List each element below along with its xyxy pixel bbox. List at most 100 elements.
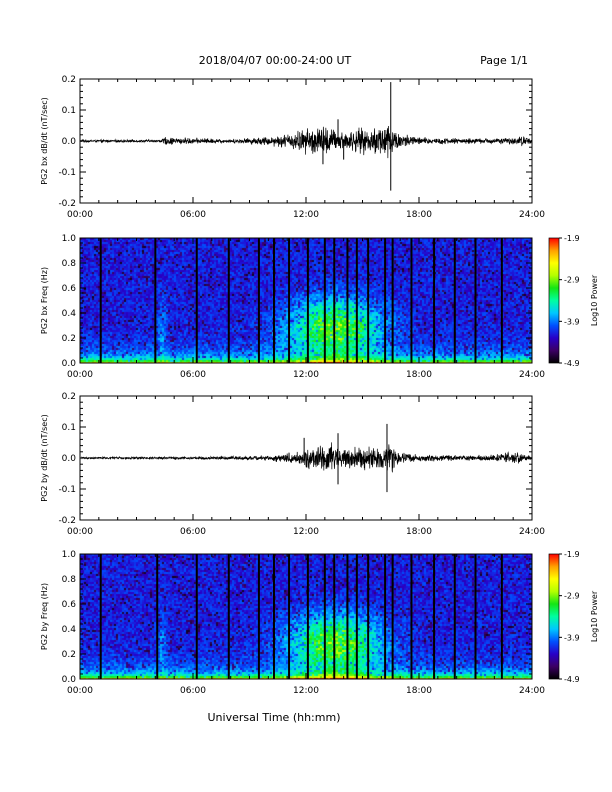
x-tick-label: 18:00 <box>406 686 432 696</box>
data-gap <box>156 554 159 679</box>
data-gap <box>288 554 291 679</box>
data-gap <box>288 238 291 363</box>
colorbar-tick-label: -4.9 <box>564 675 580 684</box>
x-tick-label: 12:00 <box>293 370 319 380</box>
x-tick-label: 06:00 <box>180 527 206 537</box>
y-tick-label: 0.0 <box>62 454 77 464</box>
data-gap <box>306 554 309 679</box>
y-axis-label: PG2 by Freq (Hz) <box>40 583 49 650</box>
y-tick-label: 0.2 <box>62 650 76 660</box>
colorbar-tick-label: -2.9 <box>564 592 580 601</box>
data-gap <box>195 554 198 679</box>
y-tick-label: 0.0 <box>62 137 77 147</box>
figure-title: 2018/04/07 00:00-24:00 UT <box>199 54 352 67</box>
data-gap <box>323 238 326 363</box>
page-indicator: Page 1/1 <box>480 54 528 67</box>
y-tick-label: 0.6 <box>62 600 77 610</box>
data-gap <box>195 238 198 363</box>
data-gap <box>99 238 102 363</box>
data-gap <box>272 554 275 679</box>
y-tick-label: 1.0 <box>62 234 77 244</box>
x-tick-label: 00:00 <box>67 210 93 220</box>
y-tick-label: 1.0 <box>62 550 77 560</box>
panels: 00:00 06:00 12:00 18:00 24:00 -0.2 -0.1 0.0 0.1 0… <box>40 75 599 696</box>
y-tick-label: -0.1 <box>58 168 76 178</box>
x-tick-label: 18:00 <box>406 527 432 537</box>
data-gap <box>391 554 394 679</box>
x-tick-label: 24:00 <box>519 370 545 380</box>
colorbar-tick-label: -3.9 <box>564 317 580 326</box>
data-gap <box>384 554 387 679</box>
spectrogram-panel: 00:00 06:00 12:00 18:00 24:00 0.0 0.2 0.4 0.6 0.8… <box>40 550 599 696</box>
y-tick-label: 0.2 <box>62 75 76 85</box>
data-gap <box>500 554 503 679</box>
y-tick-label: 0.6 <box>62 284 77 294</box>
y-tick-label: 0.4 <box>62 309 77 319</box>
y-tick-label: -0.1 <box>58 485 76 495</box>
x-tick-label: 06:00 <box>180 370 206 380</box>
data-gap <box>99 554 102 679</box>
x-tick-label: 06:00 <box>180 686 206 696</box>
data-gap <box>433 238 436 363</box>
y-axis-label: PG2 bx dB/dt (nT/sec) <box>40 97 49 184</box>
series-line <box>80 125 532 159</box>
data-gap <box>453 554 456 679</box>
data-gap <box>367 238 370 363</box>
data-gap <box>346 238 349 363</box>
y-tick-label: 0.1 <box>62 423 76 433</box>
colorbar-label: Log10 Power <box>590 590 599 642</box>
y-tick-label: -0.2 <box>58 516 76 526</box>
data-gap <box>346 554 349 679</box>
y-tick-label: 0.0 <box>62 675 77 685</box>
x-axis-label: Universal Time (hh:mm) <box>208 711 341 724</box>
data-gap <box>227 238 230 363</box>
colorbar <box>548 237 560 364</box>
timeseries-panel: 00:00 06:00 12:00 18:00 24:00 -0.2 -0.1 0.0 0.1 0… <box>40 75 545 220</box>
spectrogram-panel: 00:00 06:00 12:00 18:00 24:00 0.0 0.2 0.4 0.6 0.8… <box>40 234 599 380</box>
y-tick-label: 0.8 <box>62 575 77 585</box>
y-tick-label: 0.0 <box>62 359 77 369</box>
timeseries-panel: 00:00 06:00 12:00 18:00 24:00 -0.2 -0.1 0.0 0.1 0… <box>40 392 545 537</box>
data-gap <box>384 238 387 363</box>
data-gap <box>391 238 394 363</box>
data-gap <box>500 238 503 363</box>
data-gap <box>257 238 260 363</box>
y-tick-label: -0.2 <box>58 199 76 209</box>
spectrogram-image <box>80 238 532 363</box>
data-gap <box>227 554 230 679</box>
x-tick-label: 00:00 <box>67 686 93 696</box>
x-tick-label: 06:00 <box>180 210 206 220</box>
data-gap <box>355 238 358 363</box>
y-tick-label: 0.2 <box>62 334 76 344</box>
y-tick-label: 0.8 <box>62 259 77 269</box>
x-tick-label: 12:00 <box>293 527 319 537</box>
series-line <box>80 442 532 473</box>
data-gap <box>474 238 477 363</box>
colorbar-label: Log10 Power <box>590 274 599 326</box>
colorbar-tick-label: -2.9 <box>564 276 580 285</box>
x-tick-label: 12:00 <box>293 686 319 696</box>
data-gap <box>154 238 157 363</box>
data-gap <box>333 238 336 363</box>
series-group <box>80 82 532 191</box>
data-gap <box>333 554 336 679</box>
colorbar-tick-label: -1.9 <box>564 234 580 243</box>
x-tick-label: 24:00 <box>519 527 545 537</box>
data-gap <box>410 554 413 679</box>
data-gap <box>474 554 477 679</box>
x-tick-label: 12:00 <box>293 210 319 220</box>
data-gap <box>453 238 456 363</box>
y-axis-label: PG2 bx Freq (Hz) <box>40 267 49 334</box>
data-gap <box>306 238 309 363</box>
colorbar-tick-label: -1.9 <box>564 550 580 559</box>
x-tick-label: 18:00 <box>406 370 432 380</box>
x-tick-label: 00:00 <box>67 370 93 380</box>
data-gap <box>410 238 413 363</box>
colorbar-tick-label: -3.9 <box>564 633 580 642</box>
data-gap <box>323 554 326 679</box>
colorbar-tick-label: -4.9 <box>564 359 580 368</box>
spectrogram-image <box>80 554 532 679</box>
colorbar <box>548 553 560 680</box>
x-tick-label: 00:00 <box>67 527 93 537</box>
